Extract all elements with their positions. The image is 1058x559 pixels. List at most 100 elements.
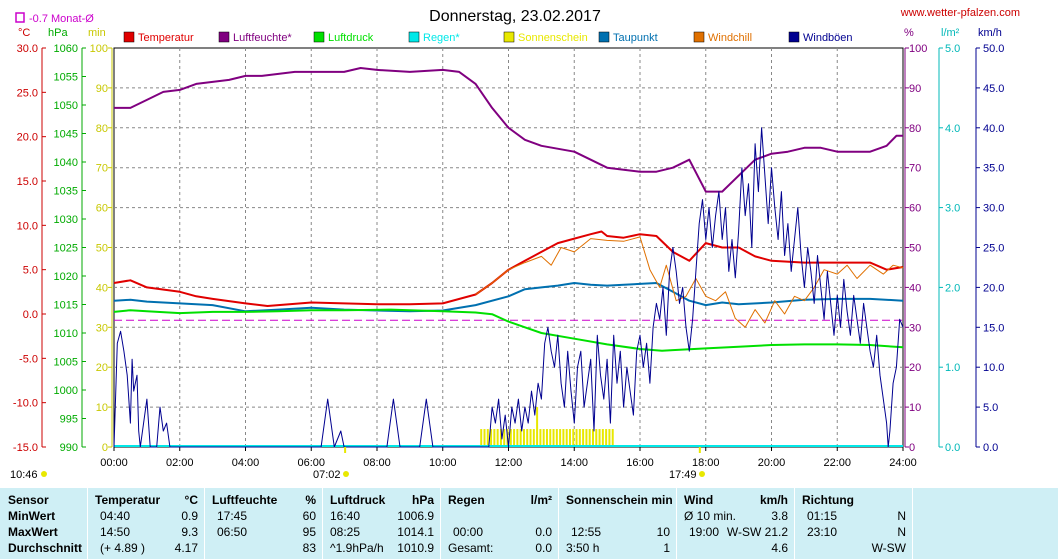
col-wind: Wind km/h Ø 10 min. 3.8 19:00 W-SW 21.2 …	[677, 488, 794, 559]
x-tick-label: 02:00	[166, 457, 194, 469]
hpa-axis-label: 1000	[54, 385, 78, 397]
sunshine-bar	[513, 429, 516, 447]
x-tick-label: 22:00	[823, 457, 851, 469]
press-min-time: 16:40	[330, 509, 361, 523]
kmh-axis-label: 5.0	[983, 402, 998, 414]
chart-grid	[113, 47, 904, 448]
weather-chart: 00:00 02:00 04:00 06:00 08:00 10:00 12:00 14:00…	[10, 7, 1020, 481]
series-temperatur	[113, 230, 904, 307]
col-richtung: Richtung 01:15 N 23:10 N W-SW	[795, 488, 912, 559]
hpa-axis-label: 1025	[54, 243, 78, 255]
kmh-axis-label: 30.0	[983, 203, 1004, 215]
legend-swatch	[123, 31, 135, 43]
temp-axis-label: 15.0	[17, 176, 38, 188]
wind-avg-value: 4.6	[771, 541, 788, 555]
press-avg-value: 1010.9	[397, 541, 434, 555]
press-trend: ^1.9hPa/h	[330, 541, 384, 555]
sunshine-bar	[605, 429, 608, 447]
hpa-axis-label: 1045	[54, 129, 78, 141]
legend-label: Luftdruck	[328, 32, 374, 44]
pct-axis-label: 40	[909, 282, 921, 294]
kmh-axis-label: 50.0	[983, 43, 1004, 55]
kmh-axis-label: 40.0	[983, 123, 1004, 135]
dir-max-time: 23:10	[807, 525, 838, 539]
kmh-axis-label: 20.0	[983, 282, 1004, 294]
sunshine-bar	[552, 429, 555, 447]
temp-axis-label: 10.0	[17, 220, 38, 232]
sun-marker-dot	[699, 471, 705, 477]
temp-axis-label: 0.0	[23, 309, 38, 321]
hpa-axis-label: 1055	[54, 72, 78, 84]
col-empty	[913, 488, 1058, 559]
temp-avg-value: 4.17	[174, 541, 198, 555]
chart-title: Donnerstag, 23.02.2017	[429, 8, 601, 25]
press-unit: hPa	[411, 493, 434, 507]
rain-total-label: Gesamt:	[448, 541, 494, 555]
sun-marker-dot	[343, 471, 349, 477]
wind-unit: km/h	[759, 493, 788, 507]
legend-swatch	[503, 31, 515, 43]
temp-header: Temperatur	[95, 493, 161, 507]
temp-axis-label: 30.0	[17, 43, 38, 55]
legend-swatch	[218, 31, 230, 43]
x-tick-label: 18:00	[692, 457, 720, 469]
dir-max-value: N	[897, 525, 906, 539]
min-axis-label: 100	[90, 43, 108, 55]
hpa-axis-label: 1015	[54, 300, 78, 312]
sunshine-bar	[555, 429, 558, 447]
sunrise-label: 07:02	[313, 469, 341, 481]
sunshine-bar	[591, 429, 594, 447]
sun-total-hours: 3:50 h	[566, 541, 600, 555]
sunshine-bar	[490, 429, 493, 447]
hum-unit: %	[305, 493, 316, 507]
min-axis-label: 70	[96, 163, 108, 175]
temp-axis-label: 25.0	[17, 87, 38, 99]
dir-avg-value: W-SW	[871, 541, 906, 555]
lm2-axis-label: 2.0	[945, 282, 960, 294]
sunshine-bar	[542, 429, 545, 447]
temp-min-value: 0.9	[181, 509, 198, 523]
website-link[interactable]: www.wetter-pfalzen.com	[900, 7, 1020, 19]
sunshine-bar	[608, 429, 611, 447]
sunshine-bar	[578, 429, 581, 447]
sunshine-bars	[480, 407, 614, 447]
press-header: Luftdruck	[330, 493, 386, 507]
x-tick-label: 16:00	[626, 457, 654, 469]
pct-axis-label: 100	[909, 43, 927, 55]
sunshine-bar	[588, 429, 591, 447]
sensor-avg: Durchschnitt	[8, 541, 83, 555]
sunshine-bar	[575, 429, 578, 447]
min-axis-label: 20	[96, 362, 108, 374]
col-luftfeuchte: Luftfeuchte % 17:45 60 06:50 95 83	[205, 488, 322, 559]
lm2-axis-label: 4.0	[945, 123, 960, 135]
min-axis-label: 90	[96, 83, 108, 95]
pct-axis-label: 0	[909, 442, 915, 454]
unit-kmh: km/h	[978, 27, 1002, 39]
press-min-value: 1006.9	[397, 509, 434, 523]
dir-min-value: N	[897, 509, 906, 523]
unit-hpa: hPa	[48, 27, 68, 39]
legend-swatch	[788, 31, 800, 43]
sun-markers	[41, 447, 705, 477]
x-tick-label: 04:00	[232, 457, 260, 469]
sunshine-bar	[486, 429, 489, 447]
min-axis-label: 60	[96, 203, 108, 215]
sunshine-bar	[496, 429, 499, 447]
temp-max-value: 9.3	[181, 525, 198, 539]
col-sonnenschein: Sonnenschein min 12:55 10 3:50 h 1	[559, 488, 676, 559]
hpa-axis-label: 1020	[54, 271, 78, 283]
legend-swatch	[408, 31, 420, 43]
x-tick-label: 12:00	[495, 457, 523, 469]
sunshine-bar	[539, 429, 542, 447]
hpa-axis-label: 995	[60, 414, 78, 426]
hum-header: Luftfeuchte	[212, 493, 278, 507]
x-tick-label: 08:00	[363, 457, 391, 469]
press-max-value: 1014.1	[397, 525, 434, 539]
hpa-axis-label: 1010	[54, 328, 78, 340]
temp-unit: °C	[184, 493, 198, 507]
sunshine-bar	[598, 429, 601, 447]
temp-max-time: 14:50	[100, 525, 131, 539]
dir-header: Richtung	[802, 493, 854, 507]
stats-table: Sensor MinWert MaxWert Durchschnitt Temp…	[0, 488, 1058, 559]
sunshine-bar	[568, 429, 571, 447]
